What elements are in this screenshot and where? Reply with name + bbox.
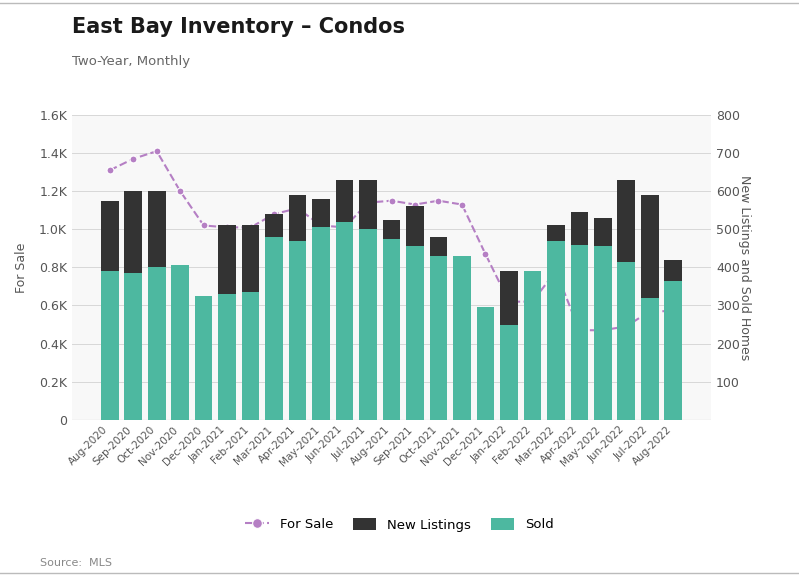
Bar <box>570 212 588 420</box>
Bar <box>195 298 213 420</box>
Bar <box>172 273 189 420</box>
For Sale <box>481 251 491 258</box>
Bar <box>641 298 658 420</box>
Bar <box>594 218 611 420</box>
Legend: For Sale, New Listings, Sold: For Sale, New Listings, Sold <box>240 513 559 537</box>
Bar <box>430 237 447 420</box>
Bar <box>218 294 236 420</box>
Bar <box>265 214 283 420</box>
Bar <box>288 195 306 420</box>
Line: For Sale: For Sale <box>106 148 677 334</box>
Bar <box>383 220 400 420</box>
Bar <box>500 324 518 420</box>
Bar <box>312 199 330 420</box>
Bar <box>148 191 165 420</box>
For Sale <box>574 327 584 334</box>
Bar <box>570 244 588 420</box>
Bar <box>406 206 423 420</box>
Bar <box>360 180 377 420</box>
Bar <box>618 180 635 420</box>
Bar <box>453 256 471 420</box>
For Sale <box>222 224 232 231</box>
For Sale <box>551 268 561 275</box>
For Sale <box>246 224 256 231</box>
For Sale <box>669 308 678 315</box>
Bar <box>265 237 283 420</box>
For Sale <box>292 205 302 212</box>
Bar <box>336 222 353 420</box>
Bar <box>453 294 471 420</box>
Bar <box>665 281 682 420</box>
Bar <box>477 308 495 420</box>
Bar <box>336 180 353 420</box>
Bar <box>430 256 447 420</box>
For Sale <box>176 187 185 194</box>
Bar <box>242 225 260 420</box>
Bar <box>101 271 118 420</box>
Bar <box>547 241 565 420</box>
For Sale <box>199 222 209 229</box>
Bar <box>594 247 611 420</box>
Text: East Bay Inventory – Condos: East Bay Inventory – Condos <box>72 17 405 37</box>
Text: Source:  MLS: Source: MLS <box>40 558 112 568</box>
Bar <box>383 239 400 420</box>
Bar <box>641 195 658 420</box>
Bar <box>172 266 189 420</box>
Bar <box>218 225 236 420</box>
For Sale <box>316 222 326 229</box>
Bar <box>665 260 682 420</box>
Bar <box>312 227 330 420</box>
For Sale <box>457 201 467 208</box>
Y-axis label: New Listings and Sold Homes: New Listings and Sold Homes <box>738 175 751 360</box>
Bar <box>101 201 118 420</box>
For Sale <box>598 327 607 334</box>
Bar <box>406 247 423 420</box>
Bar <box>500 271 518 420</box>
For Sale <box>105 167 114 174</box>
Bar <box>242 292 260 420</box>
For Sale <box>129 155 138 162</box>
Text: Two-Year, Monthly: Two-Year, Monthly <box>72 55 190 68</box>
For Sale <box>340 224 349 231</box>
For Sale <box>269 210 279 217</box>
Bar <box>523 271 541 420</box>
For Sale <box>387 197 396 204</box>
Bar <box>125 273 142 420</box>
For Sale <box>410 201 419 208</box>
For Sale <box>504 298 514 305</box>
For Sale <box>645 308 654 315</box>
For Sale <box>152 148 161 155</box>
For Sale <box>622 323 631 330</box>
Y-axis label: For Sale: For Sale <box>15 242 28 293</box>
Bar <box>125 191 142 420</box>
Bar <box>618 262 635 420</box>
Bar <box>195 296 213 420</box>
Bar <box>148 267 165 420</box>
For Sale <box>434 197 443 204</box>
Bar <box>288 241 306 420</box>
Bar <box>477 336 495 420</box>
For Sale <box>527 298 537 305</box>
Bar <box>360 229 377 420</box>
Bar <box>547 225 565 420</box>
For Sale <box>364 199 373 206</box>
Bar <box>523 327 541 420</box>
